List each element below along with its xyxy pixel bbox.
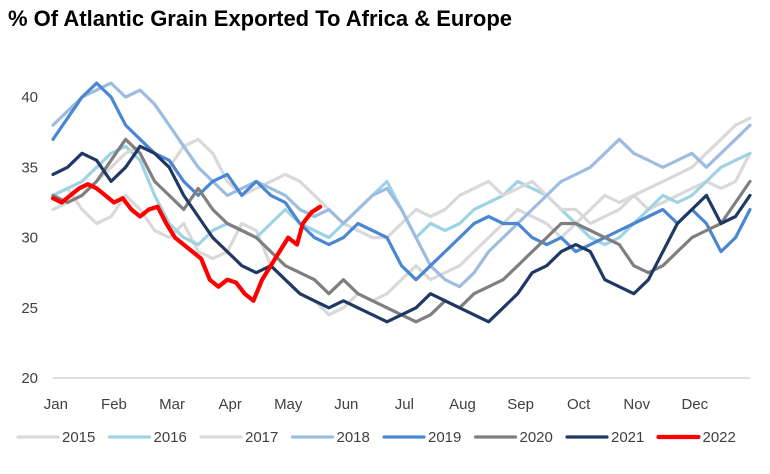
- y-tick-label: 20: [21, 370, 38, 387]
- series-line-2017: [51, 116, 752, 240]
- y-tick-labels: 20 25 30 35 40: [21, 89, 38, 387]
- legend-label-2022: 2022: [703, 429, 736, 446]
- y-tick-label: 25: [21, 300, 38, 317]
- x-tick-label: Jul: [395, 396, 414, 413]
- x-tick-label: Nov: [623, 396, 650, 413]
- chart-title: % Of Atlantic Grain Exported To Africa &…: [8, 6, 513, 31]
- legend-label-2021: 2021: [611, 429, 644, 446]
- x-tick-label: Sep: [507, 396, 534, 413]
- x-tick-label: Jun: [334, 396, 358, 413]
- x-tick-label: Dec: [681, 396, 708, 413]
- series-line-2019: [51, 81, 752, 282]
- x-tick-label: Feb: [101, 396, 127, 413]
- x-tick-label: Apr: [218, 396, 241, 413]
- legend-label-2018: 2018: [337, 429, 370, 446]
- legend-label-2015: 2015: [62, 429, 95, 446]
- x-tick-label: Oct: [567, 396, 591, 413]
- series-line-2021: [51, 144, 752, 324]
- series-line-2022: [50, 182, 323, 303]
- x-tick-label: Jan: [44, 396, 68, 413]
- x-tick-label: May: [274, 396, 303, 413]
- series-line-2015: [51, 151, 752, 317]
- series-line-2018: [51, 81, 752, 289]
- legend-label-2020: 2020: [520, 429, 553, 446]
- y-tick-label: 40: [21, 89, 38, 106]
- x-tick-label: Aug: [449, 396, 476, 413]
- y-tick-label: 35: [21, 159, 38, 176]
- y-tick-label: 30: [21, 230, 38, 247]
- legend-label-2019: 2019: [428, 429, 461, 446]
- series-layer: [50, 81, 752, 324]
- x-tick-label: Mar: [159, 396, 185, 413]
- series-line-2016: [51, 144, 752, 247]
- x-tick-labels: Jan Feb Mar Apr May Jun Jul Aug Sep Oct Nov Dec: [44, 396, 709, 413]
- legend-label-2017: 2017: [245, 429, 278, 446]
- legend: 2015 2016 2017 2018 2019 2020 2021 2022: [16, 429, 736, 446]
- legend-label-2016: 2016: [154, 429, 187, 446]
